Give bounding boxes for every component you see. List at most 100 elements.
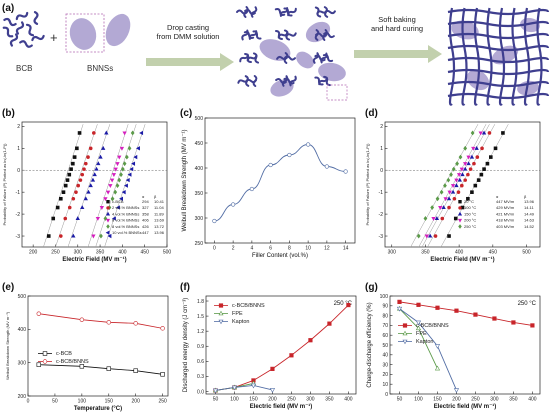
data-point [423, 216, 428, 221]
bcb-molecule-icon [252, 52, 260, 64]
data-point [450, 189, 456, 194]
data-point [75, 146, 79, 151]
legend-beta: 13.96 [154, 230, 165, 235]
x-tick-label: 300 [490, 397, 499, 403]
y-tick-label: -2 [379, 212, 384, 218]
data-point [67, 205, 72, 210]
data-point [453, 216, 458, 221]
series-line [399, 301, 533, 326]
data-point [474, 145, 479, 150]
data-point [468, 167, 473, 171]
fit-line [43, 124, 84, 248]
data-point [115, 183, 120, 189]
fit-line [87, 124, 129, 248]
legend-alpha: 418 MV/m [496, 218, 515, 223]
legend-label: c-BCB/BNNS [416, 323, 449, 329]
bcb-molecule-icon [284, 55, 296, 61]
data-point [269, 388, 276, 393]
data-point [447, 190, 452, 195]
data-point [124, 154, 129, 160]
data-point [61, 190, 66, 194]
legend-beta: 14.63 [524, 218, 535, 223]
bcb-molecule-icon [275, 78, 287, 84]
data-point [435, 196, 440, 202]
data-point [71, 161, 75, 166]
y-tick-label: 60 [382, 333, 388, 339]
data-point [250, 383, 257, 389]
data-point [441, 205, 446, 210]
data-point [450, 184, 456, 189]
data-point [447, 205, 451, 210]
legend-label: c-BCB/BNNS [232, 303, 265, 309]
y-tick-label: 90 [382, 304, 388, 310]
y-tick-label: 1.2 [197, 329, 204, 335]
legend-beta: 14.11 [524, 205, 534, 210]
legend-beta: 13.69 [154, 218, 165, 223]
step1-line2: from DMM solution [157, 32, 220, 41]
data-point [63, 216, 68, 221]
plot-frame [204, 117, 356, 244]
data-point [36, 362, 41, 367]
x-tick-label: 200 [29, 250, 38, 256]
data-point [452, 196, 457, 201]
x-axis-label: Electric field (MV m⁻¹) [250, 403, 313, 410]
data-point [75, 216, 80, 220]
data-point [127, 145, 132, 151]
data-point [327, 321, 332, 326]
data-point [77, 131, 82, 135]
data-point [115, 205, 120, 210]
y-tick-label: 300 [195, 216, 204, 222]
legend-header-alpha: α [142, 194, 145, 199]
data-point [511, 320, 516, 325]
data-point [530, 323, 535, 328]
y-tick-label: 10 [382, 382, 388, 388]
data-point [108, 184, 113, 189]
y-tick-label: 200 [18, 394, 27, 400]
x-tick-label: 50 [52, 399, 58, 405]
data-point [476, 178, 481, 182]
x-tick-label: 350 [509, 397, 518, 403]
legend-marker [106, 200, 110, 204]
bcb-molecule-icon [283, 77, 295, 85]
data-point [343, 169, 348, 174]
data-point [122, 161, 127, 167]
bnns-flake-icon [270, 79, 294, 97]
data-point [80, 172, 85, 177]
y-tick-label: 400 [195, 166, 204, 172]
data-point [139, 130, 144, 136]
y-tick-label: 40 [382, 353, 388, 359]
network-strand [498, 7, 506, 106]
data-point [83, 196, 88, 201]
legend-beta: 14.49 [524, 211, 535, 216]
series-line [38, 313, 163, 329]
plot-frame [384, 121, 541, 248]
y-tick-label: 0.6 [197, 359, 204, 365]
network-strand [523, 7, 531, 106]
data-point [115, 162, 120, 167]
bcb-molecule-icon [2, 26, 14, 38]
x-tick-label: 450 [489, 250, 498, 256]
bnns-flake-icon [259, 39, 291, 61]
data-point [106, 320, 111, 325]
data-point [105, 190, 111, 195]
data-point [95, 216, 101, 221]
data-point [446, 196, 452, 201]
strength-curve [214, 144, 346, 222]
data-point [466, 196, 470, 201]
x-tick-label: 350 [96, 250, 105, 256]
bcb-molecule-icon [289, 75, 297, 87]
x-tick-label: 250 [471, 397, 480, 403]
x-tick-label: 2 [232, 246, 235, 252]
x-tick-label: 100 [230, 397, 239, 403]
y-tick-label: 80 [382, 313, 388, 319]
bcb-molecule-icon [15, 11, 29, 21]
x-tick-label: 6 [269, 246, 272, 252]
data-point [212, 388, 219, 394]
legend-header-beta: β [154, 194, 157, 199]
panel-f-label: (f) [180, 282, 190, 293]
bcb-molecule-icon [25, 23, 35, 37]
data-point [131, 161, 136, 166]
data-point [133, 154, 138, 160]
data-point [439, 189, 444, 195]
data-point [434, 365, 441, 371]
